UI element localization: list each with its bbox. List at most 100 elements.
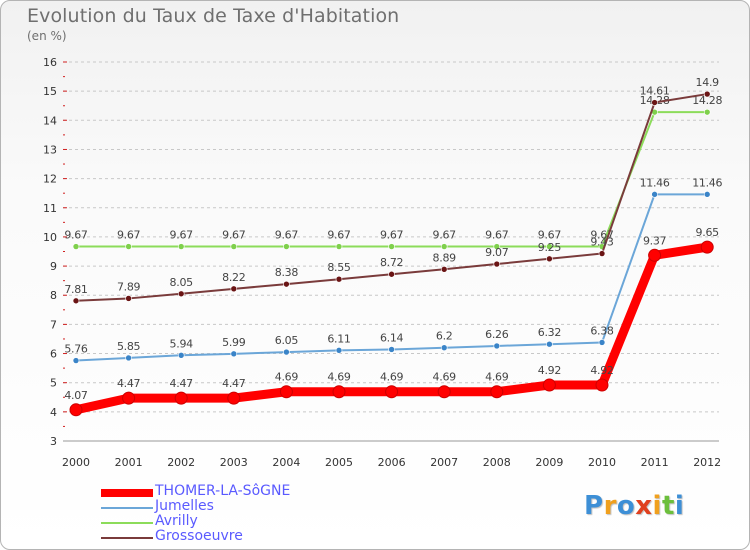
data-point-grossoeuvre-2007 <box>440 265 448 273</box>
data-point-jumelles-2004 <box>283 348 290 356</box>
data-point-jumelles-2002 <box>177 351 185 359</box>
proxiti-logo: Proxiti <box>584 491 685 521</box>
data-label-grossoeuvre-2008: 9.07 <box>485 246 509 259</box>
data-point-grossoeuvre-2009 <box>546 255 553 263</box>
chart-title: Evolution du Taux de Taxe d'Habitation <box>27 5 400 27</box>
data-point-avrilly-2000 <box>72 243 80 250</box>
y-tick-label-16: 16 <box>43 56 57 69</box>
data-point-jumelles-2006 <box>388 346 395 353</box>
y-tick-label-5: 5 <box>50 377 57 390</box>
data-point-avrilly-2004 <box>283 243 290 250</box>
data-label-avrilly-2006: 9.67 <box>380 229 404 242</box>
data-label-avrilly-2000: 9.67 <box>64 229 88 242</box>
data-label-grossoeuvre-2003: 8.22 <box>222 271 245 284</box>
data-point-avrilly-2007 <box>440 243 448 250</box>
chart-subtitle: (en %) <box>27 29 67 43</box>
legend-swatch-jumelles <box>101 507 153 509</box>
data-label-jumelles-2010: 6.38 <box>590 324 614 337</box>
data-point-grossoeuvre-2011 <box>651 99 658 106</box>
data-label-grossoeuvre-2012: 14.9 <box>696 76 720 89</box>
x-tick-label-2006: 2006 <box>378 456 406 469</box>
series-line-grossoeuvre <box>75 93 709 302</box>
series-thomer: 4.07 4.47 4.47 4.47 4.69 4.69 4.69 4.69 4.69 4.92… <box>64 226 720 417</box>
data-point-avrilly-2012 <box>703 108 711 116</box>
x-tick-label-2003: 2003 <box>220 456 248 469</box>
data-point-jumelles-2011 <box>651 191 658 198</box>
data-point-grossoeuvre-2012 <box>703 90 711 98</box>
data-label-jumelles-2000: 5.76 <box>64 343 88 356</box>
y-tick-label-13: 13 <box>43 143 57 156</box>
legend-label-grossoeuvre: Grossoeuvre <box>155 528 243 544</box>
data-point-jumelles-2010 <box>598 339 606 346</box>
data-point-avrilly-2006 <box>388 243 395 250</box>
data-label-thomer-2003: 4.47 <box>222 377 246 390</box>
data-label-avrilly-2009: 9.67 <box>538 229 562 242</box>
data-label-avrilly-2008: 9.67 <box>485 229 509 242</box>
data-label-jumelles-2006: 6.14 <box>380 331 404 344</box>
data-point-thomer-2000 <box>69 403 83 417</box>
x-tick-label-2010: 2010 <box>588 456 616 469</box>
data-point-jumelles-2000 <box>72 357 80 364</box>
grid-lines: 3 4 5 6 7 8 9 10 11 12 13 14 15 16 <box>43 56 719 448</box>
legend-swatch-thomer <box>101 489 153 497</box>
data-label-thomer-2008: 4.69 <box>485 371 509 384</box>
data-point-thomer-2002 <box>174 391 188 405</box>
data-label-grossoeuvre-2010: 9.43 <box>590 236 614 249</box>
data-point-thomer-2006 <box>385 385 399 399</box>
data-label-thomer-2012: 9.65 <box>696 226 720 239</box>
data-label-jumelles-2009: 6.32 <box>538 326 561 339</box>
data-label-grossoeuvre-2006: 8.72 <box>380 256 403 269</box>
data-point-grossoeuvre-2003 <box>230 285 238 293</box>
data-label-thomer-2007: 4.69 <box>433 371 457 384</box>
data-point-jumelles-2009 <box>546 340 553 348</box>
data-label-thomer-2002: 4.47 <box>170 377 194 390</box>
data-label-jumelles-2003: 5.99 <box>222 336 246 349</box>
series-line-avrilly <box>75 111 709 248</box>
data-label-thomer-2004: 4.69 <box>275 371 299 384</box>
x-tick-label-2002: 2002 <box>167 456 195 469</box>
x-tick-label-2007: 2007 <box>430 456 458 469</box>
legend-swatch-grossoeuvre <box>101 537 153 539</box>
data-label-avrilly-2003: 9.67 <box>222 229 246 242</box>
y-tick-label-12: 12 <box>43 173 57 186</box>
legend-label-jumelles: Jumelles <box>155 498 214 514</box>
data-label-jumelles-2004: 6.05 <box>275 334 299 347</box>
data-point-thomer-2010 <box>595 378 609 392</box>
data-point-thomer-2003 <box>227 391 241 405</box>
data-label-thomer-2011: 9.37 <box>643 234 667 247</box>
data-point-avrilly-2009 <box>546 243 553 250</box>
data-label-jumelles-2008: 6.26 <box>485 328 509 341</box>
data-label-jumelles-2007: 6.2 <box>436 330 453 343</box>
data-label-jumelles-2011: 11.46 <box>640 176 670 189</box>
y-tick-label-7: 7 <box>50 318 57 331</box>
data-point-grossoeuvre-2006 <box>388 270 395 278</box>
data-label-thomer-2010: 4.92 <box>590 364 613 377</box>
data-point-thomer-2012 <box>700 240 714 254</box>
data-label-avrilly-2012: 14.28 <box>692 94 722 107</box>
data-label-grossoeuvre-2011: 14.61 <box>640 85 670 98</box>
data-point-grossoeuvre-2001 <box>125 295 132 302</box>
data-label-grossoeuvre-2004: 8.38 <box>275 266 299 279</box>
data-point-thomer-2009 <box>542 378 556 392</box>
data-label-thomer-2006: 4.69 <box>380 371 404 384</box>
data-label-avrilly-2001: 9.67 <box>117 229 141 242</box>
data-label-avrilly-2007: 9.67 <box>433 229 457 242</box>
x-tick-label-2009: 2009 <box>535 456 563 469</box>
series-avrilly: 9.67 9.67 9.67 9.67 9.67 9.67 9.67 9.67 9.67 9.67… <box>64 94 723 250</box>
data-label-avrilly-2002: 9.67 <box>170 229 194 242</box>
data-point-grossoeuvre-2004 <box>283 280 290 288</box>
data-label-jumelles-2005: 6.11 <box>327 332 350 345</box>
data-point-avrilly-2005 <box>335 243 343 250</box>
data-label-thomer-2001: 4.47 <box>117 377 141 390</box>
y-tick-label-15: 15 <box>43 85 57 98</box>
data-point-avrilly-2008 <box>493 243 501 250</box>
data-point-thomer-2004 <box>279 385 293 399</box>
data-point-grossoeuvre-2005 <box>335 275 343 283</box>
data-label-grossoeuvre-2001: 7.89 <box>117 280 141 293</box>
y-tick-label-10: 10 <box>43 231 57 244</box>
y-tick-label-3: 3 <box>50 435 57 448</box>
x-tick-label-2011: 2011 <box>641 456 669 469</box>
data-point-avrilly-2002 <box>177 243 185 250</box>
